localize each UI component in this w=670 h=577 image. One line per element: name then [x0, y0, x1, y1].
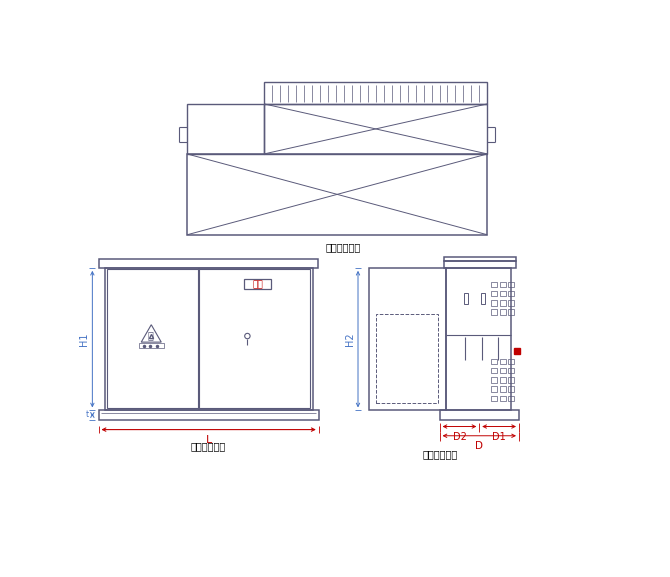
Bar: [107, 269, 198, 408]
Bar: [464, 293, 468, 304]
Bar: [508, 368, 515, 373]
Bar: [98, 410, 319, 419]
Text: 𝄊: 𝄊: [147, 331, 153, 340]
Bar: [446, 268, 511, 410]
Bar: [508, 396, 515, 401]
Bar: [139, 343, 163, 349]
Bar: [500, 359, 506, 364]
Bar: [491, 291, 497, 297]
Bar: [491, 359, 497, 364]
Bar: [491, 396, 497, 401]
Bar: [200, 269, 310, 408]
Bar: [264, 104, 487, 154]
Bar: [491, 282, 497, 287]
Bar: [508, 291, 515, 297]
Bar: [508, 359, 515, 364]
Text: 标准型侧视图: 标准型侧视图: [422, 449, 458, 459]
Bar: [264, 83, 487, 104]
Bar: [377, 314, 438, 403]
Bar: [491, 377, 497, 383]
Text: H1: H1: [79, 332, 89, 346]
Bar: [500, 368, 506, 373]
Text: 标准型俯视图: 标准型俯视图: [326, 242, 361, 253]
Bar: [500, 309, 506, 315]
Bar: [482, 293, 485, 304]
Bar: [500, 396, 506, 401]
Bar: [444, 261, 516, 268]
Bar: [500, 377, 506, 383]
Bar: [99, 260, 318, 268]
Bar: [245, 279, 271, 290]
Bar: [508, 282, 515, 287]
Bar: [500, 387, 506, 392]
Text: D1: D1: [492, 432, 506, 442]
Bar: [508, 309, 515, 315]
Text: L: L: [206, 435, 212, 445]
Bar: [500, 282, 506, 287]
Text: D: D: [475, 441, 483, 451]
Bar: [187, 104, 264, 154]
Bar: [500, 291, 506, 297]
Bar: [491, 368, 497, 373]
Bar: [369, 268, 446, 410]
Bar: [491, 300, 497, 306]
Text: D2: D2: [452, 432, 466, 442]
Bar: [508, 387, 515, 392]
Bar: [444, 257, 516, 261]
Text: t: t: [86, 410, 89, 419]
Bar: [491, 309, 497, 315]
Text: H2: H2: [345, 332, 355, 346]
Bar: [187, 154, 487, 235]
Text: 标准型正视图: 标准型正视图: [191, 441, 226, 451]
Bar: [491, 387, 497, 392]
Bar: [500, 300, 506, 306]
Bar: [508, 377, 515, 383]
Bar: [105, 268, 313, 410]
Bar: [508, 300, 515, 306]
Bar: [440, 410, 519, 419]
Text: 铭牌: 铭牌: [252, 280, 263, 289]
